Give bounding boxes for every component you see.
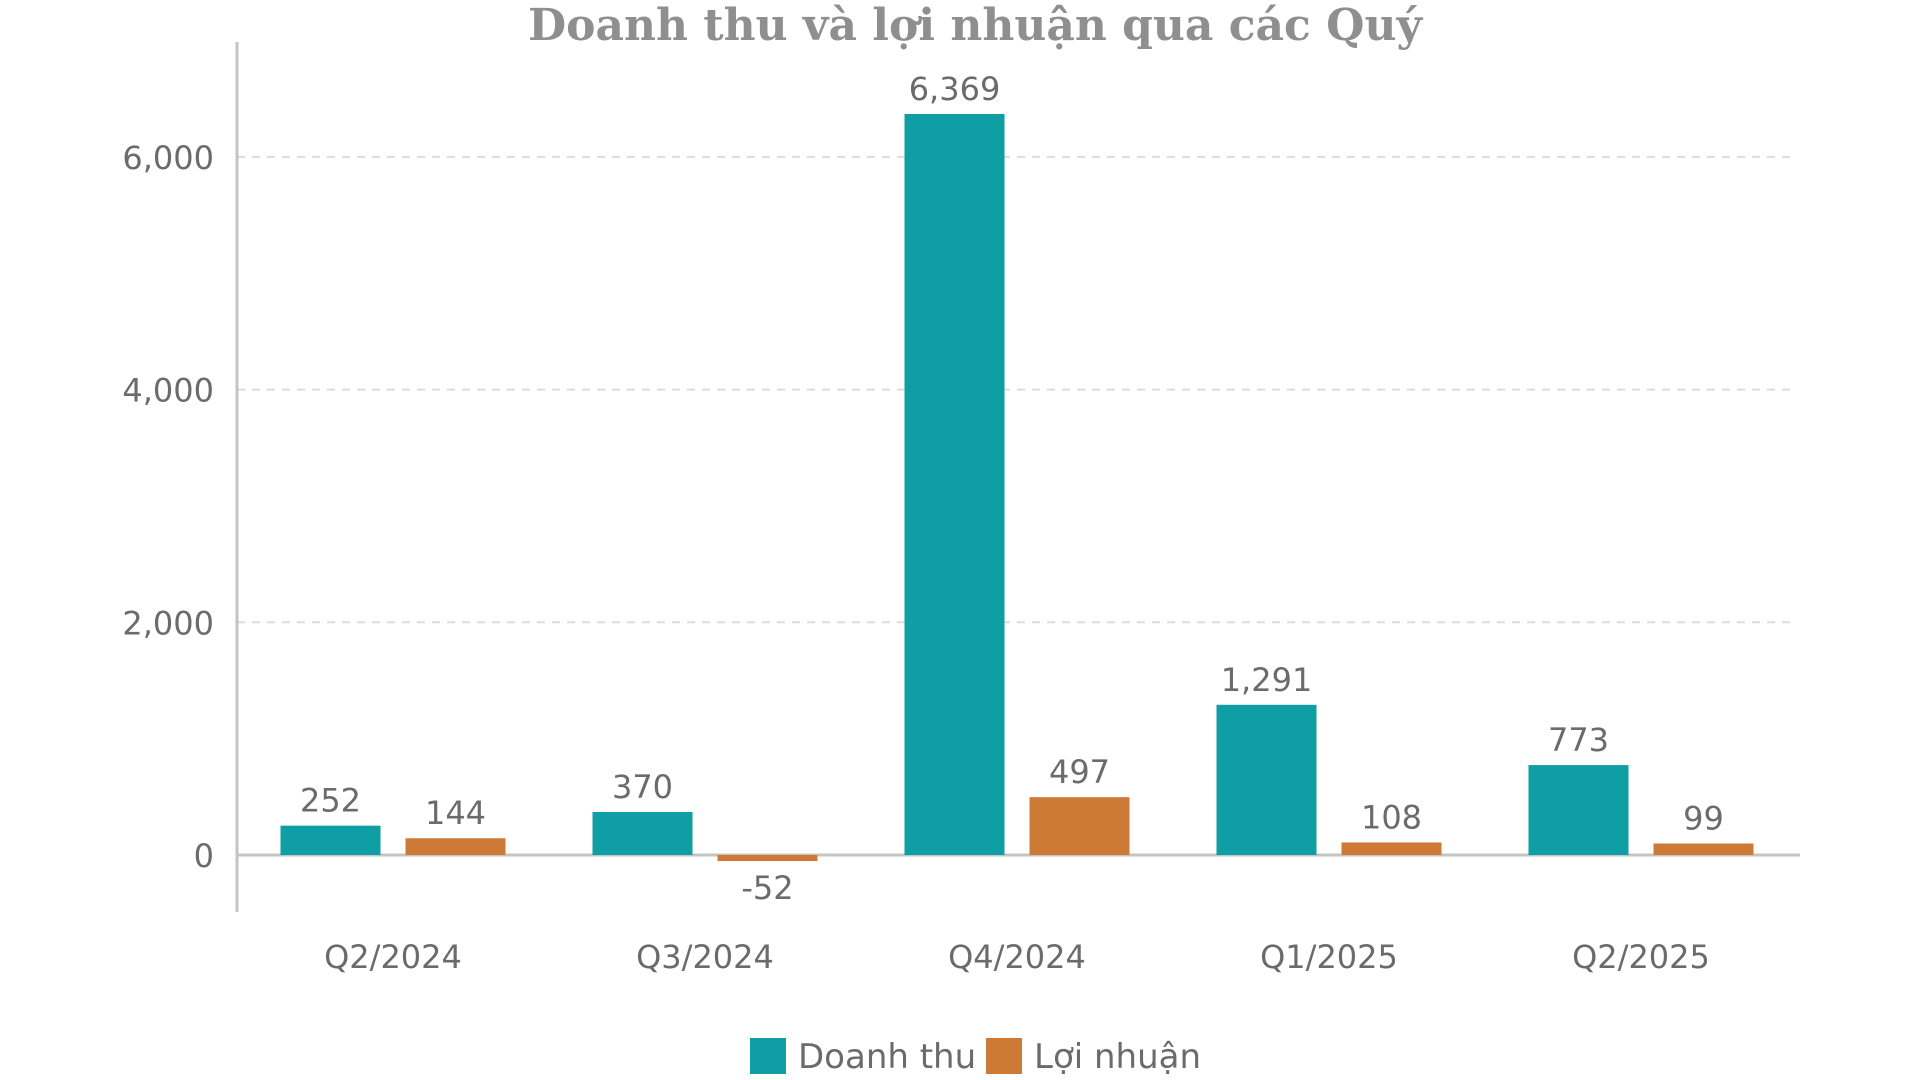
- gridlines: [237, 155, 1797, 624]
- bar-revenue: [904, 113, 1005, 855]
- legend-label-revenue: Doanh thu: [798, 1037, 976, 1077]
- x-tick-labels: Q2/2024 Q3/2024 Q4/2024 Q1/2025 Q2/2025: [324, 938, 1710, 976]
- x-tick-label: Q2/2025: [1572, 938, 1710, 976]
- data-label-profit: 108: [1361, 798, 1422, 836]
- data-label-revenue: 773: [1548, 721, 1609, 759]
- x-tick-label: Q2/2024: [324, 938, 462, 976]
- y-tick-label: 2,000: [122, 604, 214, 642]
- legend-swatch-revenue: [750, 1038, 786, 1074]
- bar-profit: [1653, 843, 1754, 855]
- x-tick-label: Q4/2024: [948, 938, 1086, 976]
- y-tick-labels: 0 2,000 4,000 6,000: [122, 139, 214, 875]
- legend-label-profit: Lợi nhuận: [1034, 1037, 1201, 1077]
- data-label-revenue: 1,291: [1221, 661, 1313, 699]
- y-tick-label: 6,000: [122, 139, 214, 177]
- y-tick-label: 0: [194, 837, 214, 875]
- data-label-profit: 497: [1049, 753, 1110, 791]
- chart-title: Doanh thu và lợi nhuận qua các Quý: [528, 0, 1424, 51]
- data-label-revenue: 252: [300, 782, 361, 820]
- bar-profit: [1029, 797, 1130, 855]
- bar-revenue: [1528, 765, 1629, 855]
- data-label-revenue: 370: [612, 768, 673, 806]
- data-label-profit: -52: [741, 869, 793, 907]
- legend-swatch-profit: [986, 1038, 1022, 1074]
- legend: Doanh thu Lợi nhuận: [750, 1037, 1201, 1077]
- bar-profit: [1341, 842, 1442, 855]
- data-label-profit: 99: [1683, 799, 1724, 837]
- bar-profit: [405, 838, 506, 855]
- data-label-profit: 144: [425, 794, 486, 832]
- bar-revenue: [1216, 704, 1317, 855]
- bar-revenue: [592, 811, 693, 855]
- bar-profit: [717, 855, 818, 862]
- x-tick-label: Q1/2025: [1260, 938, 1398, 976]
- data-label-revenue: 6,369: [909, 70, 1001, 108]
- x-tick-label: Q3/2024: [636, 938, 774, 976]
- bar-revenue: [280, 825, 381, 855]
- data-labels: 252 144 370 -52 6,369 497 1,291 108 773 99: [300, 70, 1724, 907]
- y-tick-label: 4,000: [122, 372, 214, 410]
- bars: [280, 113, 1754, 862]
